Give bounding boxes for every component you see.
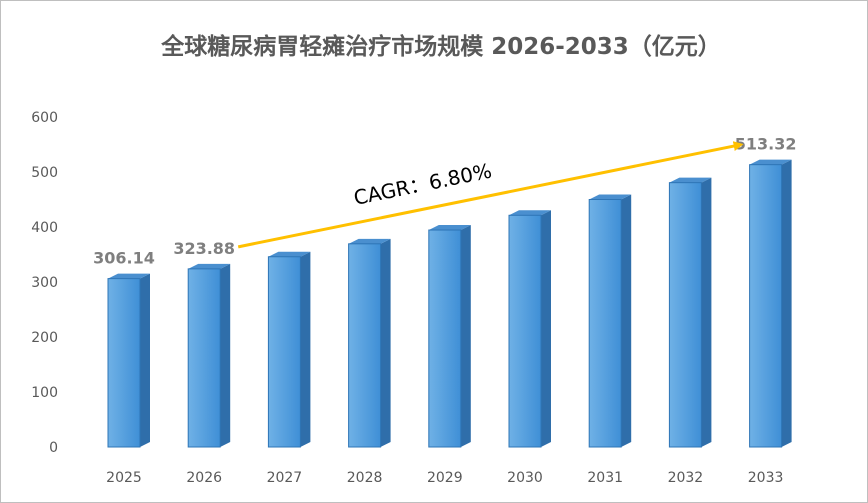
bar <box>668 177 712 448</box>
bar-front <box>107 278 141 448</box>
bar-top <box>589 194 632 200</box>
bar-front <box>267 256 301 448</box>
data-label: 306.14 <box>93 249 155 268</box>
x-tick-label: 2029 <box>427 470 463 486</box>
x-axis: 2025 2026 2027 2028 2029 2030 2031 2032 2033 <box>106 470 783 486</box>
bar-front <box>668 182 702 448</box>
x-tick-label: 2031 <box>587 470 623 486</box>
bar-top <box>428 225 471 231</box>
bar-side <box>781 159 792 447</box>
x-tick-label: 2030 <box>507 470 543 486</box>
cagr-annotation: CAGR：6.80% <box>237 141 744 249</box>
y-tick-label: 600 <box>31 110 58 126</box>
bar <box>348 238 391 448</box>
bar-front <box>749 164 783 448</box>
bar-front <box>348 243 382 448</box>
y-tick-label: 0 <box>49 440 58 456</box>
bar <box>187 263 231 448</box>
x-tick-label: 2027 <box>267 470 303 486</box>
bar-side <box>140 273 150 447</box>
bar-top <box>268 251 311 257</box>
bar-side <box>541 210 551 447</box>
x-tick-label: 2032 <box>668 470 704 486</box>
bar-side <box>220 263 231 447</box>
bar-side <box>300 251 311 447</box>
data-labels: 306.14 323.88 513.32 <box>93 135 796 268</box>
cagr-label: CAGR：6.80% <box>352 158 494 209</box>
y-tick-label: 200 <box>31 330 58 346</box>
x-tick-label: 2028 <box>347 470 383 486</box>
bar <box>749 159 792 448</box>
bar <box>107 273 150 448</box>
bar-side <box>621 194 632 447</box>
bar <box>428 225 471 448</box>
bar-top <box>749 159 792 165</box>
bar-top <box>188 263 231 269</box>
bar-series <box>107 159 792 448</box>
bar-front <box>428 229 462 448</box>
bar-front <box>508 214 542 448</box>
y-tick-label: 400 <box>31 220 58 236</box>
bar-front <box>588 199 622 448</box>
bar-side <box>460 225 471 447</box>
bar-side <box>380 238 391 447</box>
y-axis: 0 100 200 300 400 500 600 <box>31 110 58 456</box>
cagr-arrow <box>237 141 744 249</box>
y-tick-label: 500 <box>31 165 58 181</box>
bar <box>588 194 632 448</box>
data-label: 513.32 <box>735 135 797 154</box>
bar-top <box>669 177 712 183</box>
chart-title: 全球糖尿病胃轻瘫治疗市场规模 2026-2033（亿元） <box>160 33 721 60</box>
y-tick-label: 100 <box>31 385 58 401</box>
x-tick-label: 2033 <box>748 470 784 486</box>
bar-side <box>701 177 712 448</box>
x-tick-label: 2025 <box>106 470 142 486</box>
bar <box>267 251 311 448</box>
bar <box>508 210 551 448</box>
bar-top <box>108 273 150 279</box>
bar-front <box>187 268 221 448</box>
data-label: 323.88 <box>173 239 235 258</box>
bar-top <box>509 210 551 216</box>
y-tick-label: 300 <box>31 275 58 291</box>
bar-top <box>348 238 391 244</box>
x-tick-label: 2026 <box>186 470 222 486</box>
